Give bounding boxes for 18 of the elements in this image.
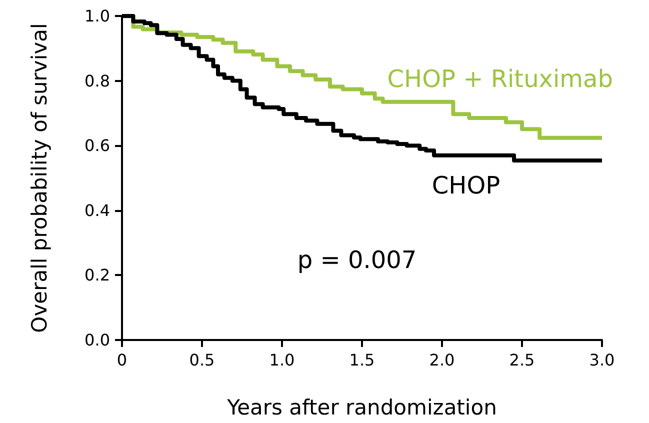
annotation: p = 0.007 — [297, 246, 417, 274]
series-label: CHOP — [432, 172, 500, 200]
y-tick-label: 0.6 — [84, 136, 110, 156]
x-tick-label: 2.0 — [429, 350, 455, 370]
y-tick-label: 0.8 — [84, 71, 110, 90]
y-tick-label: 0.4 — [84, 200, 110, 220]
x-tick-label: 3.0 — [589, 350, 615, 370]
y-tick-label: 0.0 — [84, 330, 110, 350]
y-tick-label: 0.2 — [84, 266, 110, 285]
x-tick-label: 0 — [116, 350, 128, 370]
y-axis-title: Overall probability of survival — [28, 23, 52, 333]
x-tick-label: 1.0 — [269, 350, 295, 370]
x-tick-label: 1.5 — [349, 350, 375, 370]
x-axis-title: Years after randomization — [226, 396, 497, 420]
series-label: CHOP + Rituximab — [387, 64, 613, 93]
x-tick-label: 0.5 — [189, 350, 215, 370]
y-tick-label: 1.0 — [84, 6, 110, 26]
x-tick-label: 2.5 — [509, 350, 535, 370]
